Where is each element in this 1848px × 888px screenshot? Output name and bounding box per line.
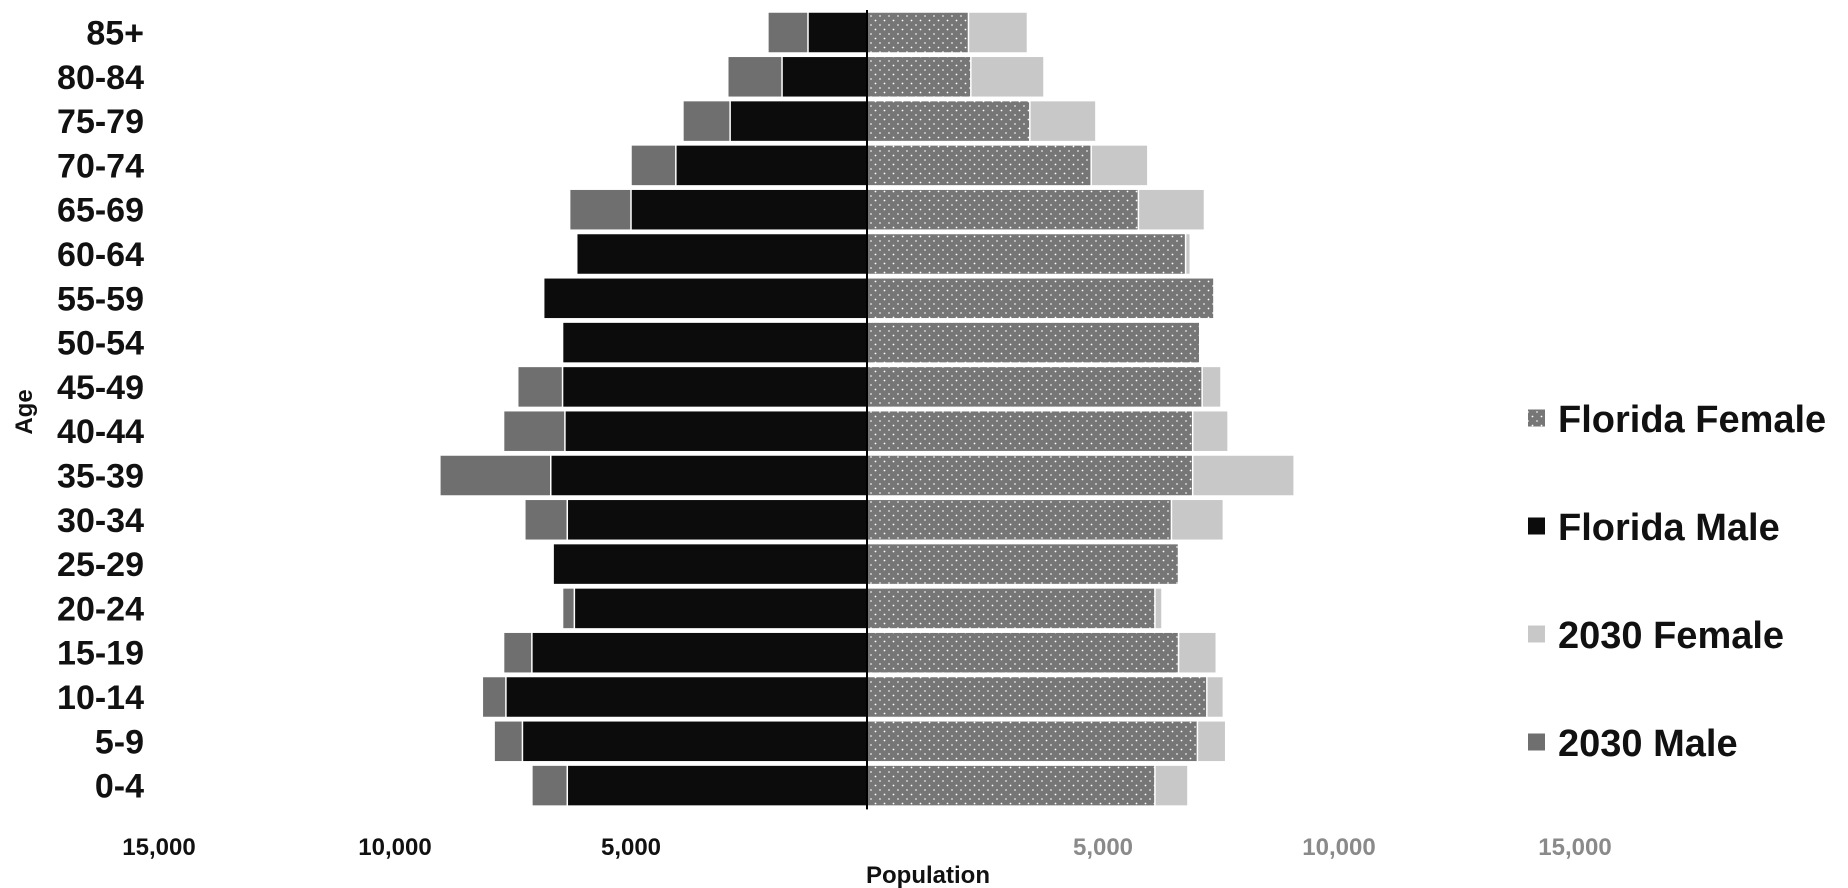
- bar-florida-female-30-34: [866, 498, 1173, 542]
- x-axis-title: Population: [866, 862, 990, 888]
- age-label-85plus: 85+: [86, 15, 144, 53]
- age-label-45-49: 45-49: [57, 369, 144, 407]
- legend-swatch-florida-male: [1528, 517, 1545, 535]
- age-label-5-9: 5-9: [95, 723, 144, 761]
- bar-florida-male-50-54: [561, 321, 868, 364]
- bar-florida-female-15-19: [866, 631, 1180, 674]
- bar-florida-female-25-29: [866, 542, 1180, 586]
- age-label-70-74: 70-74: [57, 147, 144, 185]
- y-axis-title: Age: [11, 389, 38, 434]
- bar-florida-female-60-64: [866, 232, 1187, 276]
- bar-florida-male-25-29: [552, 542, 868, 586]
- bar-florida-male-20-24: [573, 587, 868, 630]
- bar-florida-male-10-14: [505, 675, 868, 719]
- legend-label-florida-female: Florida Female: [1558, 399, 1826, 441]
- bar-florida-female-45-49: [866, 365, 1203, 409]
- age-label-50-54: 50-54: [57, 325, 144, 363]
- age-label-80-84: 80-84: [57, 59, 144, 97]
- age-label-20-24: 20-24: [57, 590, 144, 628]
- bar-florida-female-70-74: [866, 144, 1092, 187]
- bars-florida-group: [505, 11, 1215, 807]
- x-tick-labels-group: 15,000 10,000 5,000 5,000 10,000 15,000: [122, 834, 1611, 861]
- bar-florida-male-85plus: [807, 11, 868, 54]
- bar-florida-male-60-64: [575, 232, 868, 276]
- bar-florida-male-35-39: [550, 454, 868, 497]
- bar-florida-female-5-9: [866, 720, 1199, 763]
- legend-label-2030-male: 2030 Male: [1558, 723, 1738, 765]
- age-label-35-39: 35-39: [57, 458, 144, 496]
- bar-florida-male-55-59: [542, 277, 868, 320]
- bar-florida-female-10-14: [866, 675, 1208, 719]
- legend: Florida Female Florida Male 2030 Female 203…: [1528, 399, 1826, 765]
- bar-florida-female-20-24: [866, 587, 1156, 630]
- bar-florida-male-40-44: [564, 409, 868, 453]
- bar-florida-female-35-39: [866, 454, 1194, 497]
- bar-florida-male-80-84: [781, 55, 868, 99]
- age-label-10-14: 10-14: [57, 679, 144, 717]
- age-labels-group: 0-4 5-9 10-14 15-19 20-24 25-29 30-34 35-39 40-4…: [57, 15, 144, 806]
- bar-florida-male-5-9: [521, 720, 868, 763]
- bar-florida-female-0-4: [866, 764, 1156, 807]
- age-label-65-69: 65-69: [57, 192, 144, 230]
- bar-florida-male-70-74: [675, 144, 868, 187]
- legend-swatch-2030-female: [1528, 625, 1545, 643]
- x-tick-right-1: 10,000: [1302, 834, 1375, 861]
- x-tick-right-0: 5,000: [1073, 834, 1133, 861]
- bar-florida-male-15-19: [531, 631, 868, 674]
- x-tick-left-2: 5,000: [601, 834, 661, 861]
- age-label-60-64: 60-64: [57, 236, 144, 274]
- bar-florida-male-0-4: [566, 764, 868, 807]
- bar-florida-female-85plus: [866, 11, 970, 54]
- bar-florida-male-45-49: [561, 365, 868, 409]
- bar-florida-male-65-69: [630, 188, 868, 231]
- legend-label-florida-male: Florida Male: [1558, 507, 1780, 549]
- legend-label-2030-female: 2030 Female: [1558, 615, 1784, 657]
- bar-florida-female-65-69: [866, 188, 1140, 231]
- age-label-15-19: 15-19: [57, 635, 144, 673]
- age-label-30-34: 30-34: [57, 502, 144, 540]
- bar-florida-female-75-79: [866, 99, 1031, 143]
- x-tick-left-0: 15,000: [122, 834, 195, 861]
- bar-florida-male-75-79: [729, 99, 868, 143]
- x-tick-left-1: 10,000: [358, 834, 431, 861]
- bar-florida-female-50-54: [866, 321, 1201, 364]
- bar-florida-female-55-59: [866, 277, 1215, 320]
- bar-florida-female-80-84: [866, 55, 972, 99]
- legend-swatch-florida-female: [1528, 409, 1545, 427]
- age-label-25-29: 25-29: [57, 546, 144, 584]
- age-label-55-59: 55-59: [57, 280, 144, 318]
- bar-florida-male-30-34: [566, 498, 868, 542]
- age-label-0-4: 0-4: [95, 768, 144, 806]
- legend-swatch-2030-male: [1528, 733, 1545, 751]
- bar-florida-female-40-44: [866, 409, 1194, 453]
- age-label-40-44: 40-44: [57, 413, 144, 451]
- x-tick-right-2: 15,000: [1538, 834, 1611, 861]
- age-label-75-79: 75-79: [57, 103, 144, 141]
